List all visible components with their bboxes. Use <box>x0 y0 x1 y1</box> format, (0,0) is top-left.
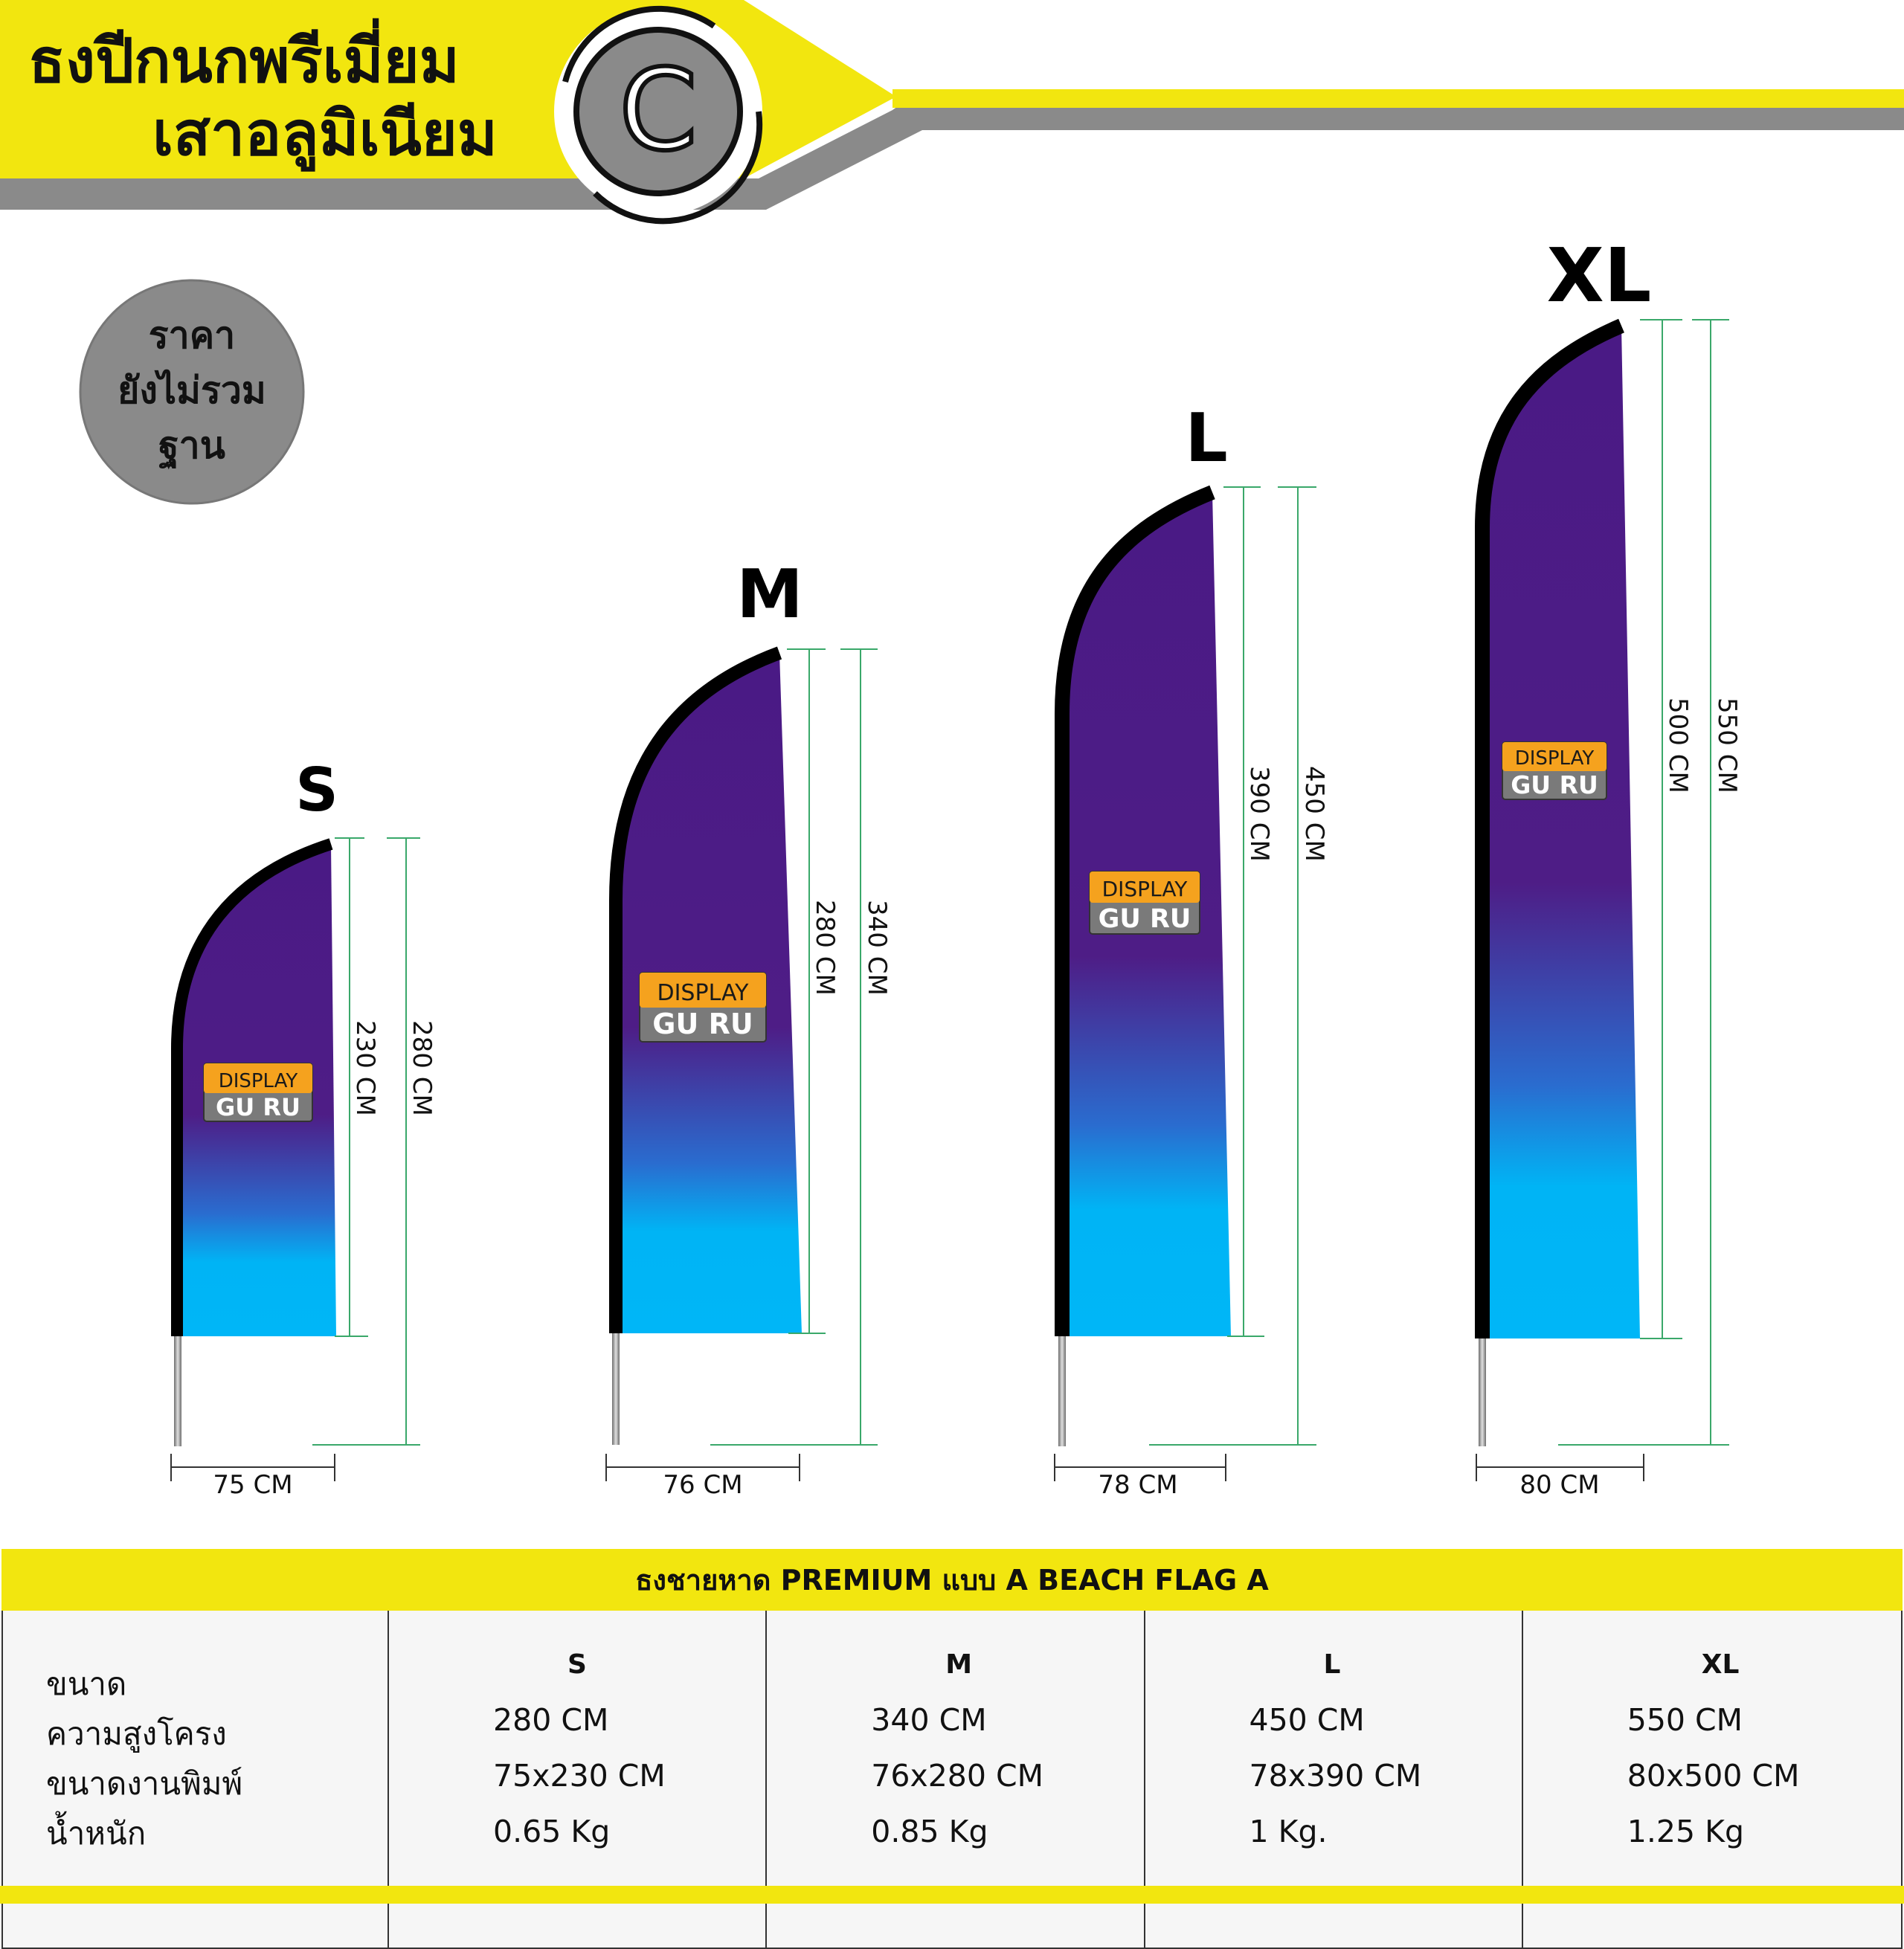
spec-col-s: S 280 CM 75x230 CM 0.65 Kg <box>389 1611 768 1948</box>
flag-xl-outer-height: 550 CM <box>1712 698 1742 793</box>
flag-s-outer-height: 280 CM <box>407 1020 437 1116</box>
row-label-size: ขนาด <box>46 1666 127 1702</box>
flag-s-pole <box>174 1336 181 1446</box>
flag-l-pole <box>1058 1336 1066 1446</box>
spec-col-l: L 450 CM 78x390 CM 1 Kg. <box>1145 1611 1523 1948</box>
flag-xl-frame <box>1475 318 1624 1338</box>
flag-m-frame <box>609 646 782 1333</box>
spec-table-title: ธงชายหาด PREMIUM แบบ A BEACH FLAG A <box>1 1549 1903 1611</box>
logo-arc-bottom <box>593 111 763 225</box>
spec-col-l-weight: 1 Kg. <box>1249 1814 1328 1849</box>
spec-col-s-size: S <box>567 1649 587 1680</box>
spec-col-s-frame-height: 280 CM <box>493 1702 609 1738</box>
flag-xl-fabric <box>1482 326 1640 1338</box>
row-label-weight: น้ำหนัก <box>46 1815 147 1852</box>
flag-s-inner-height: 230 CM <box>350 1020 380 1116</box>
flag-xl-logo-top <box>1502 742 1606 771</box>
spec-col-xl: XL 550 CM 80x500 CM 1.25 Kg <box>1523 1611 1901 1948</box>
header-title-line2: เสาอลูมิเนียม <box>152 99 498 172</box>
spec-col-xl-weight: 1.25 Kg <box>1627 1814 1744 1849</box>
flag-l-inner-height: 390 CM <box>1244 766 1274 862</box>
header-yellow-stripe <box>892 89 1904 108</box>
flag-m-inner-height: 280 CM <box>810 900 840 996</box>
flag-l-logo-top-text: DISPLAY <box>1102 877 1189 901</box>
spec-col-s-print-size: 75x230 CM <box>493 1758 666 1794</box>
flag-m-size-label: M <box>736 555 803 634</box>
spec-col-l-frame-height: 450 CM <box>1249 1702 1365 1738</box>
badge-line2: ยังไม่รวม <box>118 369 266 412</box>
flag-s-frame <box>171 838 333 1336</box>
flag-s: DISPLAY GU RU S 230 CM 280 CM 75 CM <box>170 756 437 1500</box>
flag-m-logo-top-text: DISPLAY <box>657 980 749 1006</box>
spec-row-labels: ขนาด ความสูงโครง ขนาดงานพิมพ์ น้ำหนัก <box>3 1611 390 1948</box>
spec-col-m: M 340 CM 76x280 CM 0.85 Kg <box>767 1611 1145 1948</box>
flag-xl-size-label: XL <box>1547 232 1652 319</box>
spec-col-l-size: L <box>1323 1649 1341 1680</box>
price-badge: ราคา ยังไม่รวม ฐาน <box>79 279 305 505</box>
flag-l-logo-bottom-text: GU RU <box>1099 904 1191 934</box>
flag-xl-pole <box>1479 1338 1486 1446</box>
flag-xl-inner-height: 500 CM <box>1663 698 1693 793</box>
flag-m-width: 76 CM <box>663 1470 742 1500</box>
flag-m-logo-bottom-text: GU RU <box>652 1008 753 1040</box>
flag-s-logo-top-text: DISPLAY <box>219 1070 298 1092</box>
badge-line1: ราคา <box>149 314 235 357</box>
header-title-line1: ธงปีกนกพรีเมี่ยม <box>28 18 460 97</box>
footer-yellow-bar <box>0 1886 1904 1904</box>
flag-l-frame <box>1055 485 1215 1336</box>
flag-m-outer-height: 340 CM <box>862 900 892 996</box>
spec-col-m-print-size: 76x280 CM <box>871 1758 1044 1794</box>
brand-logo: C <box>554 5 763 225</box>
flag-s-logo-bottom-text: GU RU <box>216 1093 300 1121</box>
spec-col-m-size: M <box>945 1649 973 1680</box>
logo-arc-top <box>562 5 716 83</box>
infographic-canvas: ธงปีกนกพรีเมี่ยม เสาอลูมิเนียม C ราคา ยั… <box>0 0 1904 1500</box>
flag-xl: DISPLAY GU RU XL 500 CM 550 CM 80 CM <box>1475 232 1742 1500</box>
flag-xl-logo-bottom-text: GU RU <box>1511 770 1598 799</box>
header-banner: ธงปีกนกพรีเมี่ยม เสาอลูมิเนียม <box>0 0 1904 210</box>
spec-col-xl-size: XL <box>1701 1649 1740 1680</box>
spec-col-l-print-size: 78x390 CM <box>1249 1758 1422 1794</box>
spec-col-s-weight: 0.65 Kg <box>493 1814 611 1849</box>
flag-s-size-label: S <box>295 756 338 825</box>
logo-letter: C <box>620 46 698 175</box>
flag-l-width: 78 CM <box>1098 1470 1177 1500</box>
flag-l-size-label: L <box>1185 399 1227 477</box>
flag-s-width: 75 CM <box>213 1470 292 1500</box>
flag-s-logo-top <box>204 1063 312 1093</box>
flag-xl-width: 80 CM <box>1519 1470 1599 1500</box>
flag-m: DISPLAY GU RU M 280 CM 340 CM 76 CM <box>605 555 892 1500</box>
flag-l: DISPLAY GU RU L 390 CM 450 CM 78 CM <box>1054 399 1329 1500</box>
badge-line3: ฐาน <box>158 424 225 469</box>
flag-xl-logo-top-text: DISPLAY <box>1515 747 1595 770</box>
spec-col-m-frame-height: 340 CM <box>871 1702 987 1738</box>
logo-gray-disk <box>573 27 743 196</box>
flag-m-pole <box>612 1333 620 1445</box>
flag-l-logo-top <box>1090 872 1200 903</box>
spec-col-xl-frame-height: 550 CM <box>1627 1702 1743 1738</box>
row-label-print-size: ขนาดงานพิมพ์ <box>46 1765 243 1802</box>
spec-col-xl-print-size: 80x500 CM <box>1627 1758 1800 1794</box>
badge-circle <box>79 279 305 505</box>
flag-m-logo-top <box>640 973 766 1008</box>
spec-col-m-weight: 0.85 Kg <box>871 1814 988 1849</box>
header-gray-band <box>0 89 1904 210</box>
row-label-frame-height: ความสูงโครง <box>46 1716 227 1752</box>
flag-l-outer-height: 450 CM <box>1299 766 1329 862</box>
